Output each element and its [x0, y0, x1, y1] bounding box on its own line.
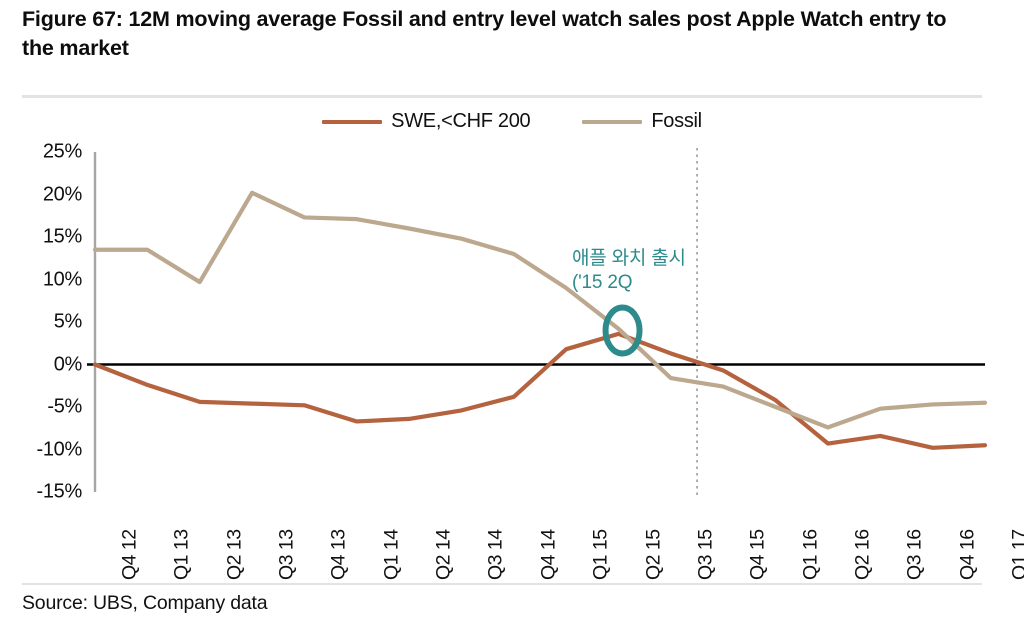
y-tick-label: 10%: [42, 268, 82, 290]
figure-title: Figure 67: 12M moving average Fossil and…: [22, 7, 947, 60]
source-divider: [22, 583, 982, 585]
crossing-highlight-ellipse: [602, 304, 643, 357]
axis-group: [87, 152, 985, 492]
title-divider: [22, 95, 982, 98]
plot-area: [0, 140, 1024, 505]
y-tick-label: -15%: [36, 480, 83, 503]
source-note: Source: UBS, Company data: [22, 592, 268, 614]
legend-swatch-fossil-icon: [582, 119, 643, 124]
chart-svg: [87, 148, 988, 498]
legend-swatch-swe-icon: [322, 119, 383, 124]
chart-legend: SWE,<CHF 200 Fossil: [0, 110, 1024, 133]
legend-label-fossil: Fossil: [651, 110, 702, 132]
series-line-swe[interactable]: [92, 331, 988, 450]
y-axis-labels: 25% 20% 15% 10% 5% 0% -5% -10% -15%: [0, 140, 83, 505]
legend-item-fossil[interactable]: Fossil: [582, 110, 702, 133]
y-tick-label: -10%: [36, 438, 83, 460]
y-tick-label: -5%: [47, 395, 82, 418]
legend-item-swe[interactable]: SWE,<CHF 200: [322, 110, 531, 133]
x-axis-labels: Q4 12 Q1 13 Q2 13 Q3 13 Q4 13 Q1 14 Q2 14 Q3 14…: [0, 500, 1024, 585]
y-tick-label: 5%: [53, 310, 83, 333]
series-line-fossil[interactable]: [92, 190, 988, 430]
y-tick-label: 0%: [53, 353, 83, 375]
y-tick-label: 25%: [42, 140, 82, 163]
y-tick-label: 20%: [42, 183, 82, 205]
x-tick-label: Q1 17: [1008, 529, 1024, 580]
y-tick-label: 15%: [42, 225, 82, 248]
series-group: [92, 190, 988, 450]
highlight-marker-group: [602, 304, 643, 357]
apple-watch-launch-annotation: 애플 와치 출시 ('15 2Q: [572, 248, 686, 294]
legend-label-swe: SWE,<CHF 200: [391, 110, 531, 132]
